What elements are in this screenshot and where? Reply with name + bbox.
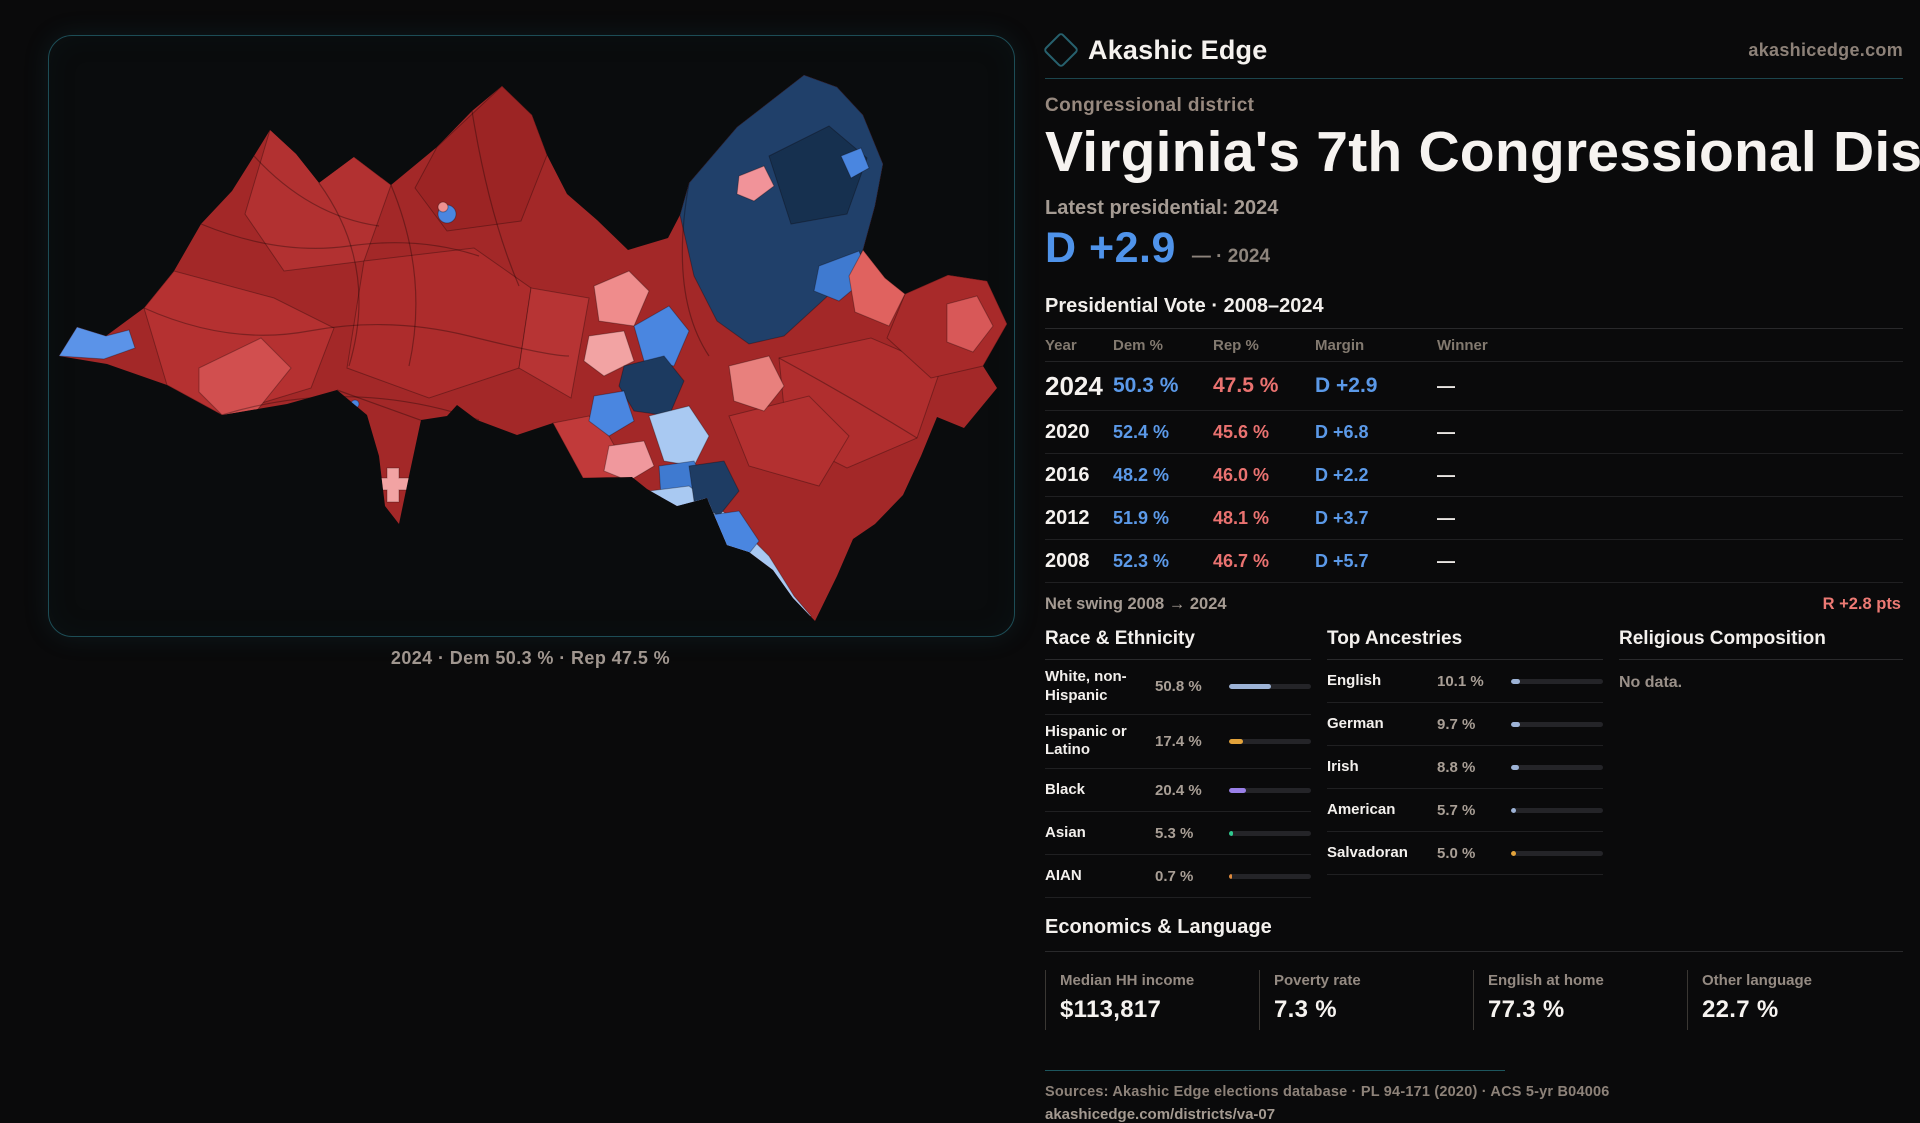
list-item: American 5.7 % (1327, 789, 1603, 832)
stat-bar (1229, 684, 1311, 690)
district-report: Akashic Edge akashicedge.com Congression… (1042, 26, 1920, 1123)
brand-name: Akashic Edge (1088, 34, 1268, 65)
list-item: German 9.7 % (1327, 703, 1603, 746)
headline-margin-note: — · 2024 (1191, 246, 1271, 267)
list-item: Asian 5.3 % (1045, 812, 1311, 855)
district-precinct-map[interactable] (49, 36, 1014, 636)
table-row: 2024 50.3 % 47.5 % D +2.9 — (1045, 362, 1903, 411)
economics-title: Economics & Language (1045, 916, 1903, 952)
stat-bar (1229, 738, 1311, 744)
ancestries-section: Top Ancestries English 10.1 % German 9.7… (1327, 628, 1603, 898)
stat-block: Other language 22.7 % (1687, 970, 1901, 1030)
table-row: 2008 52.3 % 46.7 % D +5.7 — (1045, 540, 1903, 583)
map-precincts (59, 75, 1007, 621)
brand-diamond-icon (1042, 31, 1080, 69)
list-item: White, non-Hispanic 50.8 % (1045, 660, 1311, 715)
district-map-panel (48, 35, 1015, 637)
list-item: AIAN 0.7 % (1045, 855, 1311, 898)
vote-table-title: Presidential Vote · 2008–2024 (1045, 295, 1903, 329)
headline-margin-row: D +2.9 — · 2024 (1045, 224, 1903, 273)
economics-stats: Median HH income $113,817 Poverty rate 7… (1045, 970, 1903, 1030)
sources-footer: Sources: Akashic Edge elections database… (1045, 1070, 1903, 1123)
col-winner: Winner (1437, 336, 1488, 354)
col-rep: Rep % (1213, 336, 1259, 354)
demographics-columns: Race & Ethnicity White, non-Hispanic 50.… (1045, 628, 1903, 898)
page-title: Virginia's 7th Congressional District (1045, 120, 1920, 184)
stat-block: English at home 77.3 % (1473, 970, 1687, 1030)
net-swing-label: Net swing 2008 → 2024 (1045, 595, 1227, 613)
stat-bar (1511, 850, 1603, 856)
map-caption: 2024 · Dem 50.3 % · Rep 47.5 % (390, 648, 671, 668)
ancestries-title: Top Ancestries (1327, 628, 1603, 660)
stat-bar (1229, 873, 1311, 879)
stat-bar (1229, 787, 1311, 793)
stat-bar (1511, 678, 1603, 684)
race-ethnicity-title: Race & Ethnicity (1045, 628, 1311, 660)
list-item: Black 20.4 % (1045, 769, 1311, 812)
district-kicker: Congressional district (1045, 95, 1255, 116)
table-row: 2012 51.9 % 48.1 % D +3.7 — (1045, 497, 1903, 540)
stat-bar (1511, 721, 1603, 727)
headline-margin-value: D +2.9 (1045, 224, 1176, 272)
col-margin: Margin (1315, 336, 1365, 354)
sources-text: Sources: Akashic Edge elections database… (1045, 1084, 1610, 1100)
stat-block: Poverty rate 7.3 % (1259, 970, 1473, 1030)
list-item: English 10.1 % (1327, 660, 1603, 703)
net-swing-value: R +2.8 pts (1822, 595, 1901, 613)
stat-bar (1229, 830, 1311, 836)
list-item: Hispanic or Latino 17.4 % (1045, 715, 1311, 769)
source-url-link[interactable]: akashicedge.com/districts/va-07 (1045, 1106, 1276, 1123)
table-row: 2020 52.4 % 45.6 % D +6.8 — (1045, 411, 1903, 454)
religion-title: Religious Composition (1619, 628, 1903, 660)
race-ethnicity-section: Race & Ethnicity White, non-Hispanic 50.… (1045, 628, 1311, 898)
table-row: 2016 48.2 % 46.0 % D +2.2 — (1045, 454, 1903, 497)
religion-section: Religious Composition No data. (1619, 628, 1903, 898)
net-swing-row: Net swing 2008 → 2024 R +2.8 pts (1045, 583, 1903, 624)
list-item: Salvadoran 5.0 % (1327, 832, 1603, 875)
brand-site-link[interactable]: akashicedge.com (1748, 39, 1903, 60)
stat-block: Median HH income $113,817 (1045, 970, 1259, 1030)
stat-bar (1511, 764, 1603, 770)
latest-presidential-label: Latest presidential: 2024 (1045, 197, 1279, 219)
vote-table-header: Year Dem % Rep % Margin Winner (1045, 329, 1903, 362)
religion-empty-state: No data. (1619, 674, 1683, 691)
brand-header: Akashic Edge akashicedge.com (1042, 26, 1903, 79)
list-item: Irish 8.8 % (1327, 746, 1603, 789)
col-year: Year (1045, 336, 1077, 354)
col-dem: Dem % (1113, 336, 1164, 354)
stat-bar (1511, 807, 1603, 813)
footer-divider (1045, 1070, 1505, 1071)
